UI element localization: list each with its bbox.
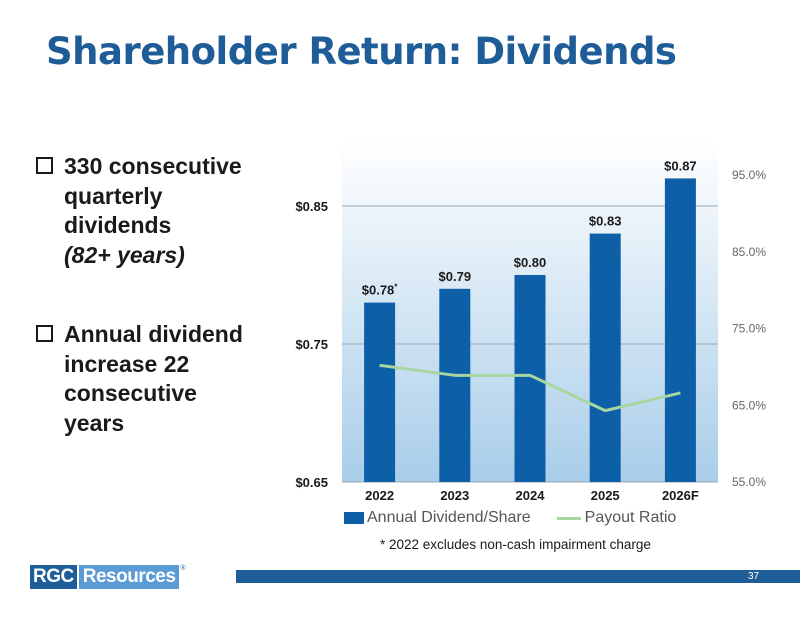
x-tick-label: 2023 — [440, 488, 469, 503]
bar-data-label: $0.79 — [439, 269, 472, 284]
x-tick-label: 2022 — [365, 488, 394, 503]
bullet-line: Annual dividend — [64, 321, 243, 347]
bullet-line: quarterly — [64, 182, 163, 209]
company-logo: RGC Resources ® — [30, 565, 186, 589]
bullet-line: dividends — [64, 212, 172, 238]
bullet-item-increase: Annual dividend increase 22 consecutive … — [36, 320, 286, 438]
bar-dividend — [514, 275, 546, 482]
bar-data-label: $0.87 — [664, 158, 697, 173]
bullet-subtext: (82+ years) — [64, 241, 185, 268]
bullet-line: 330 consecutive — [64, 153, 242, 179]
y-right-tick-label: 65.0% — [732, 398, 766, 412]
bullet-line: consecutive — [64, 380, 197, 406]
footer-bar — [236, 570, 800, 583]
checkbox-bullet-icon — [36, 325, 53, 342]
legend-swatch-line — [556, 516, 581, 520]
y-left-tick-label: $0.65 — [295, 475, 328, 490]
logo-registered-mark: ® — [180, 565, 186, 572]
legend-label: Payout Ratio — [584, 509, 677, 526]
bullet-item-dividends: 330 consecutive quarterly dividends (82+… — [36, 152, 286, 270]
bar-dividend — [664, 178, 696, 482]
bullet-line: increase 22 — [64, 350, 190, 377]
bar-data-label: $0.83 — [589, 214, 622, 229]
bullet-text: Annual dividend increase 22 consecutive … — [64, 320, 286, 438]
page-number: 37 — [748, 571, 760, 582]
bullet-line: years — [64, 409, 125, 436]
bar-dividend — [439, 288, 471, 482]
chart-legend: Annual Dividend/Share Payout Ratio — [344, 508, 702, 528]
checkbox-bullet-icon — [36, 157, 53, 174]
legend-item-dividend: Annual Dividend/Share — [344, 509, 531, 527]
slide-title: Shareholder Return: Dividends — [46, 30, 677, 73]
legend-item-payout: Payout Ratio — [556, 509, 677, 527]
line-payout-ratio — [379, 363, 681, 413]
logo-part-right: Resources — [78, 565, 180, 589]
bullet-list: 330 consecutive quarterly dividends (82+… — [36, 152, 286, 488]
bullet-text: 330 consecutive quarterly dividends (82+… — [64, 152, 286, 270]
bar-dividend — [364, 302, 396, 482]
y-left-tick-label: $0.85 — [295, 199, 328, 214]
bar-dividend — [589, 233, 621, 482]
logo-part-left: RGC — [30, 565, 77, 589]
legend-swatch-bar — [344, 512, 364, 524]
bar-data-label: $0.78* — [362, 283, 399, 298]
x-tick-label: 2026F — [662, 488, 699, 503]
bar-data-label: $0.80 — [514, 255, 547, 270]
y-right-tick-label: 55.0% — [732, 475, 766, 489]
y-left-tick-label: $0.75 — [295, 337, 328, 352]
y-right-tick-label: 85.0% — [732, 245, 766, 259]
chart-footnote: * 2022 excludes non-cash impairment char… — [380, 537, 651, 552]
y-right-tick-label: 75.0% — [732, 322, 766, 336]
x-tick-label: 2024 — [516, 488, 546, 503]
legend-label: Annual Dividend/Share — [367, 509, 531, 526]
x-tick-label: 2025 — [591, 488, 620, 503]
y-right-tick-label: 95.0% — [732, 168, 766, 182]
